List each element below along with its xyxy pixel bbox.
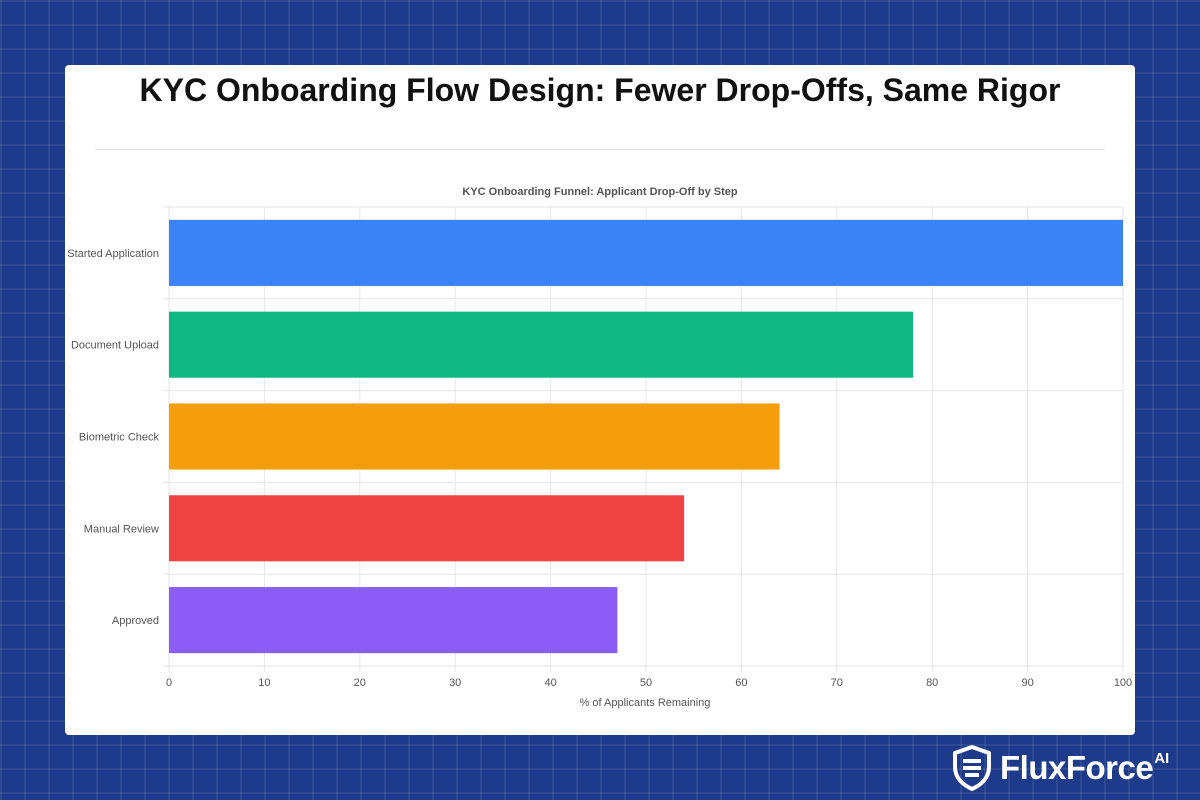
chart-title: KYC Onboarding Funnel: Applicant Drop-Of… <box>462 186 737 198</box>
x-tick-label: 80 <box>926 677 938 689</box>
x-tick-label: 0 <box>166 677 172 689</box>
bar <box>169 587 618 654</box>
x-tick-label: 90 <box>1021 677 1033 689</box>
page-title: KYC Onboarding Flow Design: Fewer Drop-O… <box>139 72 1061 108</box>
category-label: Started Application <box>67 248 159 260</box>
bar <box>169 495 685 562</box>
x-tick-label: 20 <box>354 677 366 689</box>
category-label: Manual Review <box>84 523 159 535</box>
category-label: Document Upload <box>71 340 159 352</box>
x-tick-label: 10 <box>258 677 270 689</box>
x-axis-label: % of Applicants Remaining <box>580 697 711 709</box>
x-tick-labels: 0 10 20 30 40 50 60 70 80 90 100 <box>166 677 1132 689</box>
bars <box>169 219 1123 654</box>
x-tick-label: 40 <box>544 677 556 689</box>
bar <box>169 403 780 470</box>
funnel-bar-chart: KYC Onboarding Funnel: Applicant Drop-Of… <box>67 186 1132 709</box>
x-tick-label: 30 <box>449 677 461 689</box>
x-tick-label: 100 <box>1114 677 1132 689</box>
chart-card: KYC Onboarding Flow Design: Fewer Drop-O… <box>65 65 1135 735</box>
category-label: Biometric Check <box>79 432 160 444</box>
title-divider <box>95 149 1105 150</box>
category-labels: Started Application Document Upload Biomet… <box>67 248 159 627</box>
brand-superscript: AI <box>1154 750 1170 767</box>
shield-logo-icon <box>953 745 991 791</box>
x-tick-label: 60 <box>735 677 747 689</box>
x-tick-label: 70 <box>831 677 843 689</box>
brand-logo: FluxForce AI <box>952 744 1169 792</box>
bar <box>169 311 914 378</box>
category-label: Approved <box>112 615 159 627</box>
bar <box>169 219 1123 286</box>
brand-name: FluxForce <box>1000 749 1154 786</box>
x-tick-label: 50 <box>640 677 652 689</box>
